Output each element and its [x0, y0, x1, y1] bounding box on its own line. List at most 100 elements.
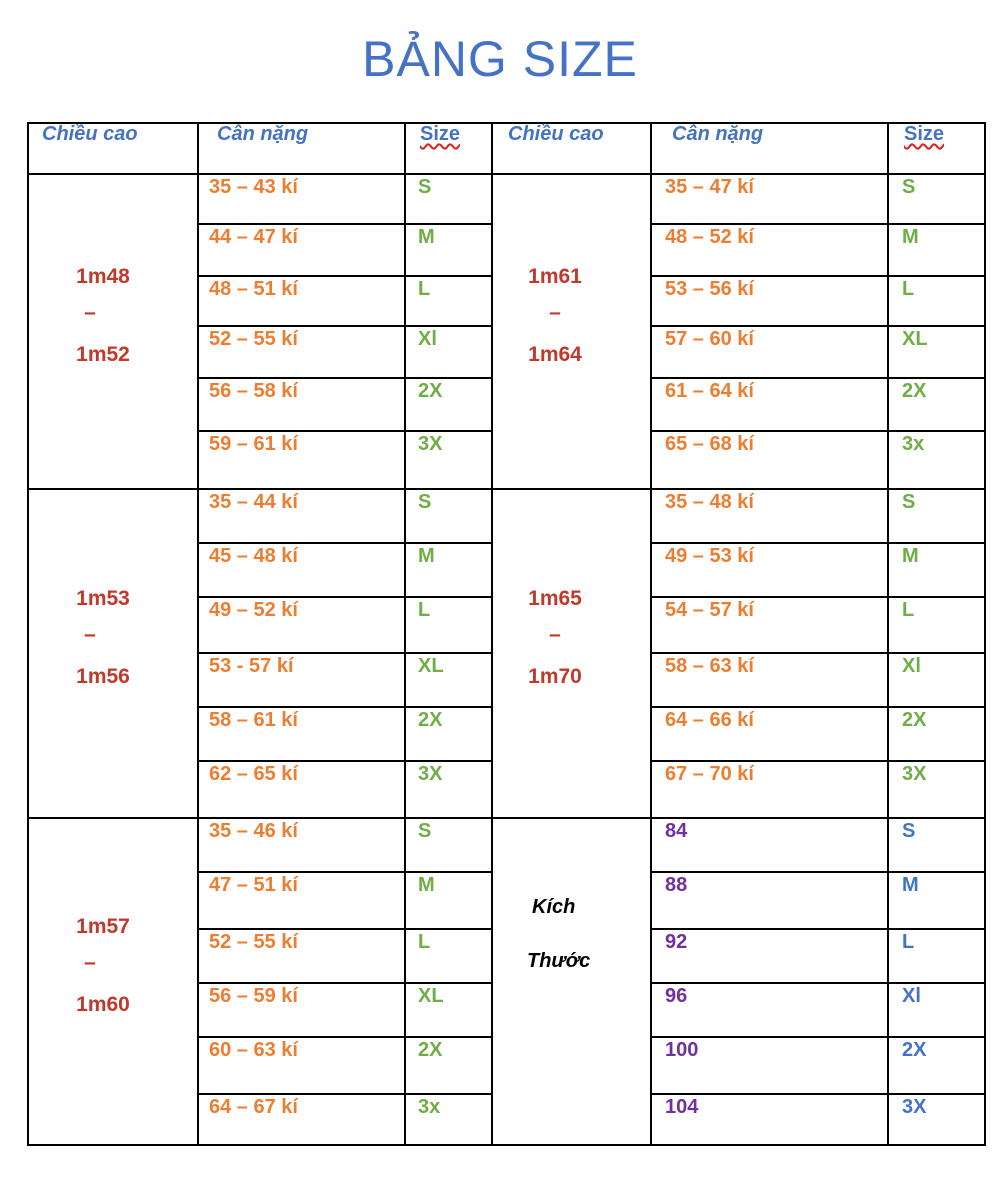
weight-cell: 62 – 65 kí	[209, 763, 298, 785]
row-border-left	[197, 596, 491, 598]
weight-cell: 35 – 43 kí	[209, 176, 298, 198]
measurement-label-line1: Kích	[532, 896, 576, 918]
size-cell: L	[418, 278, 431, 300]
height-from: 1m48	[76, 264, 130, 288]
row-border-left	[197, 275, 491, 277]
row-border-right	[650, 706, 986, 708]
measurement-value: 96	[665, 985, 688, 1007]
row-border-right	[650, 223, 986, 225]
size-cell: 2X	[418, 709, 443, 731]
table-top-border	[27, 122, 986, 124]
row-border-right	[650, 430, 986, 432]
table-col-border	[491, 122, 493, 1146]
size-cell: M	[418, 874, 435, 896]
weight-cell: 49 – 52 kí	[209, 599, 298, 621]
row-border-left	[197, 223, 491, 225]
size-cell: Xl	[902, 655, 921, 677]
group-border	[27, 817, 986, 819]
weight-cell: 60 – 63 kí	[209, 1039, 298, 1061]
table-col-border	[650, 122, 652, 1146]
weight-cell: 53 - 57 kí	[209, 655, 294, 677]
table-col-border	[887, 122, 889, 1146]
measurement-value: 84	[665, 820, 688, 842]
measurement-value: 92	[665, 931, 688, 953]
row-border-left	[197, 325, 491, 327]
row-border-left	[197, 542, 491, 544]
measurement-value: 100	[665, 1039, 699, 1061]
weight-cell: 53 – 56 kí	[665, 278, 754, 300]
size-cell: L	[902, 599, 915, 621]
size-cell: 2X	[418, 380, 443, 402]
height-from: 1m53	[76, 586, 130, 610]
weight-cell: 54 – 57 kí	[665, 599, 754, 621]
size-cell: S	[418, 176, 432, 198]
size-cell: XL	[418, 655, 444, 677]
measurement-size: 3X	[902, 1096, 927, 1118]
weight-cell: 48 – 52 kí	[665, 226, 754, 248]
table-col-border	[27, 122, 29, 1146]
weight-cell: 49 – 53 kí	[665, 545, 754, 567]
table-col-border	[197, 122, 199, 1146]
weight-cell: 35 – 44 kí	[209, 491, 298, 513]
row-border-left	[197, 1036, 491, 1038]
size-cell: S	[902, 176, 916, 198]
row-border-right	[650, 982, 986, 984]
weight-cell: 52 – 55 kí	[209, 328, 298, 350]
weight-cell: 35 – 47 kí	[665, 176, 754, 198]
row-border-left	[197, 652, 491, 654]
size-cell: M	[902, 226, 919, 248]
height-dash: –	[84, 950, 96, 974]
size-cell: 3X	[418, 763, 443, 785]
row-border-right	[650, 1093, 986, 1095]
size-cell: M	[418, 226, 435, 248]
row-border-right	[650, 275, 986, 277]
size-cell: 3x	[902, 433, 925, 455]
weight-cell: 64 – 67 kí	[209, 1096, 298, 1118]
header-weight-right: Cân nặng	[672, 123, 764, 145]
height-to: 1m52	[76, 342, 130, 366]
weight-cell: 35 – 48 kí	[665, 491, 754, 513]
weight-cell: 44 – 47 kí	[209, 226, 298, 248]
size-cell: L	[902, 278, 915, 300]
size-cell: 2X	[902, 380, 927, 402]
weight-cell: 61 – 64 kí	[665, 380, 754, 402]
size-cell: 2X	[418, 1039, 443, 1061]
row-border-left	[197, 377, 491, 379]
page-title: BẢNG SIZE	[362, 31, 638, 87]
weight-cell: 45 – 48 kí	[209, 545, 298, 567]
row-border-left	[197, 982, 491, 984]
group-border	[27, 488, 986, 490]
row-border-right	[650, 377, 986, 379]
measurement-size: Xl	[902, 985, 921, 1007]
measurement-label-line2: Thước	[527, 950, 591, 972]
height-to: 1m56	[76, 664, 130, 688]
height-to: 1m64	[528, 342, 582, 366]
height-dash: –	[549, 300, 561, 324]
weight-cell: 59 – 61 kí	[209, 433, 298, 455]
weight-cell: 64 – 66 kí	[665, 709, 754, 731]
header-weight-left: Cân nặng	[217, 123, 309, 145]
row-border-left	[197, 706, 491, 708]
measurement-value: 104	[665, 1096, 699, 1118]
size-cell: XL	[418, 985, 444, 1007]
row-border-left	[197, 1093, 491, 1095]
row-border-right	[650, 652, 986, 654]
table-col-border	[404, 122, 406, 1146]
weight-cell: 58 – 61 kí	[209, 709, 298, 731]
weight-cell: 48 – 51 kí	[209, 278, 298, 300]
size-cell: M	[418, 545, 435, 567]
row-border-left	[197, 760, 491, 762]
height-from: 1m65	[528, 586, 582, 610]
size-cell: S	[418, 820, 432, 842]
size-cell: L	[418, 599, 431, 621]
height-to: 1m60	[76, 992, 130, 1016]
weight-cell: 52 – 55 kí	[209, 931, 298, 953]
size-cell: Xl	[418, 328, 437, 350]
height-from: 1m61	[528, 264, 582, 288]
weight-cell: 58 – 63 kí	[665, 655, 754, 677]
height-to: 1m70	[528, 664, 582, 688]
height-dash: –	[84, 622, 96, 646]
height-from: 1m57	[76, 914, 130, 938]
height-dash: –	[84, 300, 96, 324]
weight-cell: 35 – 46 kí	[209, 820, 298, 842]
